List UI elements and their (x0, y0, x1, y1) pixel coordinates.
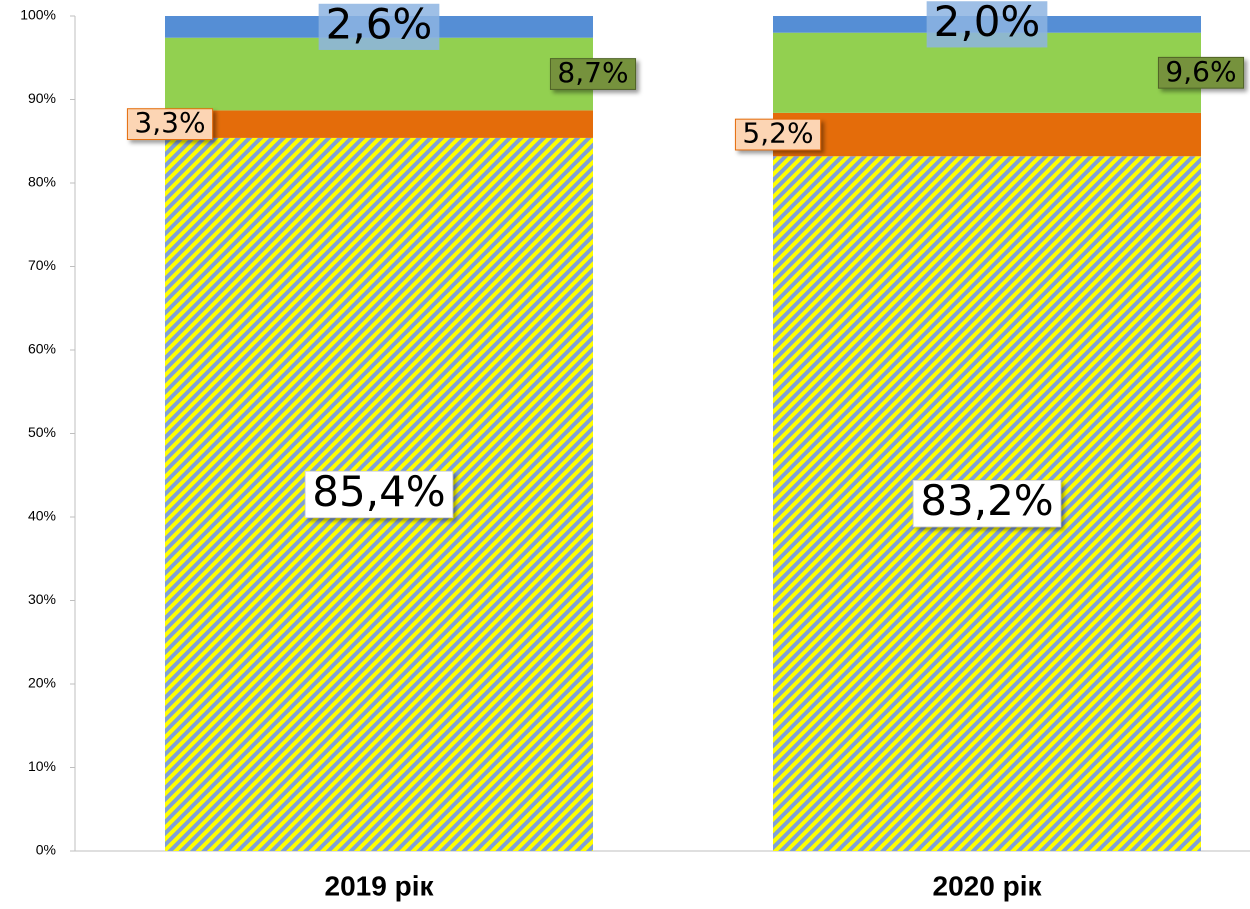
data-label: 5,2% (734, 117, 822, 151)
y-tick-label: 60% (28, 341, 56, 357)
y-tick-label: 100% (20, 7, 56, 23)
y-tick-label: 70% (28, 257, 56, 273)
label-box (318, 3, 440, 50)
value-label: 85,4% (312, 467, 445, 516)
bar-segment (773, 112, 1201, 157)
label-box (304, 470, 454, 519)
label-box (1157, 56, 1245, 89)
label-box (549, 58, 637, 90)
value-label: 9,6% (1165, 55, 1236, 88)
data-label: 8,7% (549, 56, 637, 90)
data-label: 9,6% (1157, 55, 1245, 89)
y-tick-label: 0% (36, 842, 56, 858)
value-label: 2,0% (934, 0, 1041, 46)
data-label: 2,0% (926, 0, 1048, 48)
y-tick-label: 10% (28, 758, 56, 774)
value-label: 2,6% (326, 0, 433, 48)
x-tick-label: 2020 рік (933, 870, 1043, 901)
y-tick-label: 50% (28, 424, 56, 440)
label-box (734, 118, 822, 151)
bar-segment (165, 110, 593, 138)
value-label: 3,3% (134, 106, 205, 139)
label-box (912, 480, 1062, 528)
y-tick-label: 80% (28, 174, 56, 190)
data-label: 3,3% (126, 106, 214, 141)
y-tick-label: 40% (28, 508, 56, 524)
y-tick-label: 90% (28, 90, 56, 106)
data-label: 83,2% (912, 476, 1062, 528)
value-label: 5,2% (742, 117, 813, 150)
y-tick-label: 30% (28, 591, 56, 607)
label-box (126, 108, 214, 141)
data-label: 85,4% (304, 467, 454, 519)
value-label: 83,2% (920, 476, 1053, 525)
x-tick-label: 2019 рік (325, 870, 435, 901)
label-box (926, 1, 1048, 48)
value-label: 8,7% (557, 56, 628, 89)
data-label: 2,6% (318, 0, 440, 50)
y-tick-label: 20% (28, 675, 56, 691)
